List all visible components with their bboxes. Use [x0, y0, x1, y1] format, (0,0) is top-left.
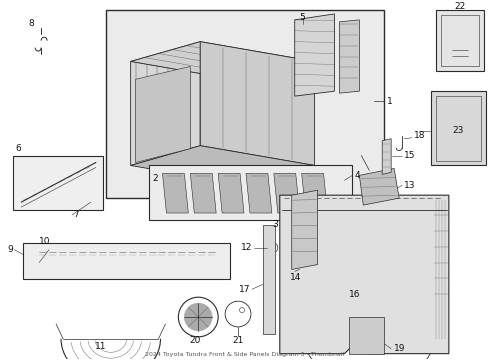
- Polygon shape: [294, 14, 335, 96]
- Text: 18: 18: [414, 131, 425, 140]
- Text: 7: 7: [73, 211, 79, 220]
- Text: 8: 8: [28, 19, 34, 28]
- Bar: [13, 156, 103, 210]
- Text: 19: 19: [394, 344, 406, 353]
- Text: 5: 5: [300, 13, 305, 22]
- Bar: [436, 10, 484, 71]
- Bar: [431, 91, 486, 166]
- Text: 9: 9: [7, 245, 13, 254]
- Polygon shape: [131, 42, 315, 81]
- Polygon shape: [131, 42, 200, 166]
- Bar: [436, 96, 481, 161]
- Polygon shape: [136, 66, 190, 162]
- Bar: [148, 166, 352, 220]
- Polygon shape: [274, 174, 300, 213]
- Text: 6: 6: [15, 144, 21, 153]
- Text: 13: 13: [404, 181, 416, 190]
- Text: 21: 21: [232, 336, 244, 345]
- Polygon shape: [359, 168, 399, 205]
- Circle shape: [184, 303, 212, 331]
- Polygon shape: [340, 20, 359, 93]
- Circle shape: [94, 198, 98, 202]
- Polygon shape: [23, 243, 230, 279]
- Polygon shape: [292, 190, 318, 270]
- Polygon shape: [218, 174, 244, 213]
- Text: 10: 10: [39, 237, 50, 246]
- Text: 4: 4: [354, 171, 360, 180]
- Text: 22: 22: [454, 3, 466, 12]
- Text: 2024 Toyota Tundra Front & Side Panels Diagram 3 - Thumbnail: 2024 Toyota Tundra Front & Side Panels D…: [146, 352, 344, 357]
- Text: 11: 11: [95, 342, 106, 351]
- Polygon shape: [163, 174, 188, 213]
- Polygon shape: [349, 317, 384, 354]
- Text: 1: 1: [387, 96, 393, 105]
- Circle shape: [32, 266, 36, 270]
- Text: 23: 23: [452, 126, 464, 135]
- Polygon shape: [280, 195, 449, 354]
- Polygon shape: [190, 174, 216, 213]
- Text: 2: 2: [152, 174, 158, 183]
- Polygon shape: [131, 146, 315, 185]
- Text: 3: 3: [272, 220, 278, 229]
- Bar: [106, 10, 384, 198]
- Bar: [441, 15, 479, 66]
- Polygon shape: [200, 42, 315, 166]
- Text: 14: 14: [290, 273, 301, 282]
- Text: 15: 15: [404, 151, 416, 160]
- Text: 20: 20: [190, 336, 201, 345]
- Text: 16: 16: [348, 290, 360, 299]
- Polygon shape: [246, 174, 272, 213]
- Text: 12: 12: [241, 243, 252, 252]
- Polygon shape: [302, 174, 327, 213]
- Circle shape: [453, 31, 467, 45]
- Polygon shape: [382, 139, 391, 174]
- Polygon shape: [263, 225, 275, 334]
- Circle shape: [270, 245, 275, 250]
- Text: 17: 17: [239, 285, 250, 294]
